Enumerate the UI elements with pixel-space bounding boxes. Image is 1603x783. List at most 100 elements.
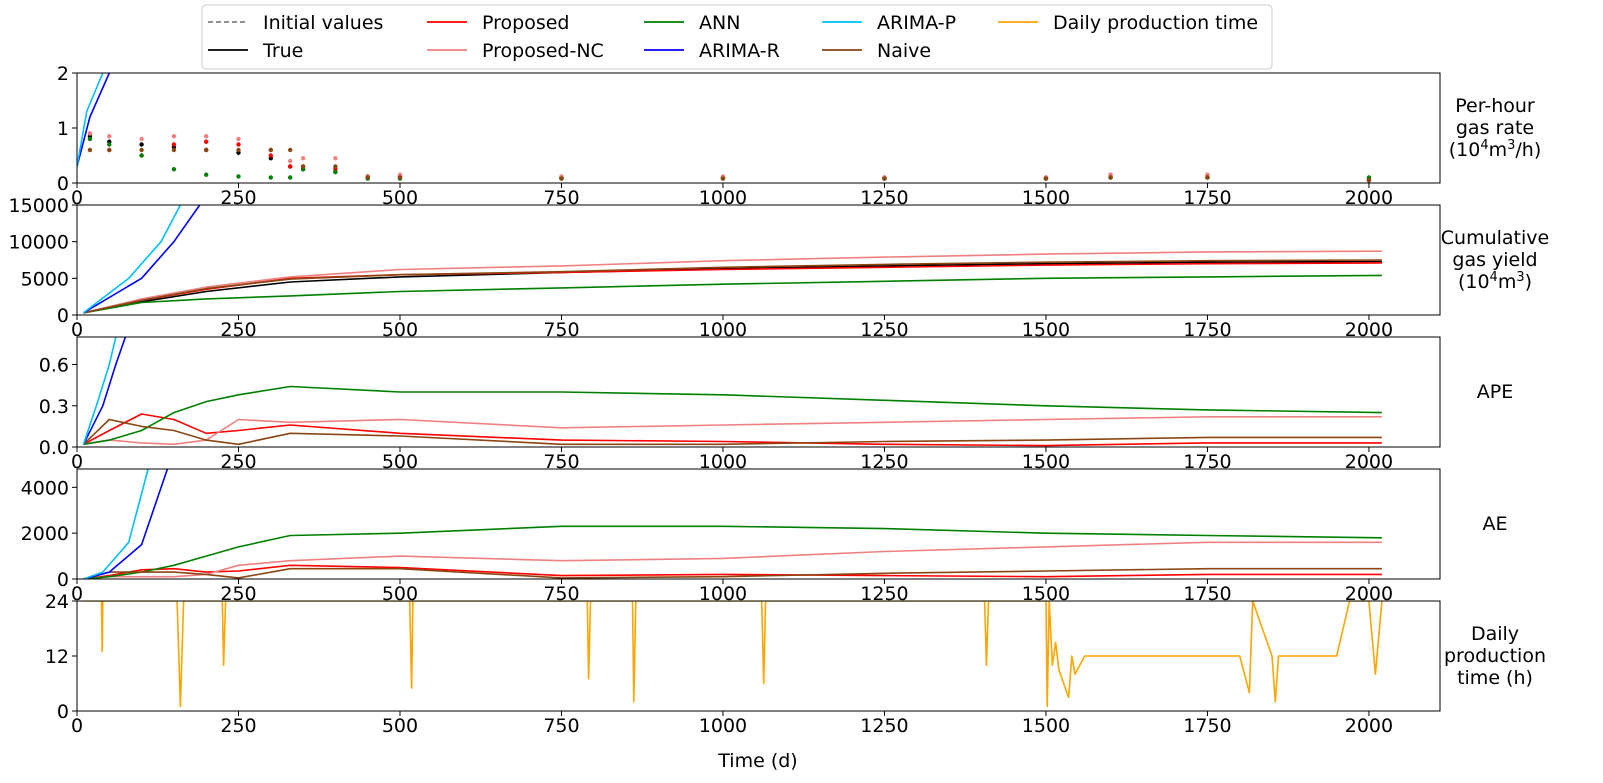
legend-label-ann: ANN — [699, 12, 740, 34]
x-tick-label: 500 — [382, 187, 418, 209]
series-line-naive — [82, 418, 1382, 446]
point-proposed — [203, 139, 209, 144]
y-tick-label: 15000 — [9, 195, 69, 217]
point-naive — [236, 147, 241, 153]
point-ann — [203, 172, 209, 177]
point-naive — [1108, 175, 1113, 180]
panel-2-series — [83, 205, 1382, 314]
y-tick-label: 0 — [57, 701, 69, 723]
legend-label-daily-production-time: Daily production time — [1053, 12, 1258, 34]
legend-label-proposed-nc: Proposed-NC — [482, 40, 604, 62]
y-tick-label: 24 — [45, 591, 69, 613]
point-proposed-nc — [171, 134, 177, 139]
series-line-arima-r — [83, 205, 201, 314]
series-line-proposed — [83, 564, 1382, 579]
point-proposed-nc — [87, 131, 93, 136]
x-tick-label: 2000 — [1345, 451, 1393, 473]
panel-3-series — [82, 337, 1382, 447]
point-proposed-nc — [287, 158, 293, 164]
panel-1-ylabel: (104m3/h) — [1449, 138, 1542, 162]
x-tick-label: 250 — [220, 451, 256, 473]
point-naive — [559, 176, 564, 181]
x-axis-label: Time (d) — [717, 750, 797, 772]
point-proposed — [171, 142, 177, 147]
y-tick-label: 12 — [45, 646, 69, 668]
y-tick-label: 0 — [57, 173, 69, 195]
panel-1: 0 1 2 0 250 500 750 1000 1250 1500 1750 2000 Per-hou… — [57, 63, 1541, 209]
point-naive — [139, 147, 144, 153]
panel-2-frame — [76, 204, 1441, 316]
x-tick-label: 1250 — [860, 583, 908, 605]
series-line-proposed — [83, 413, 1382, 447]
series-line-arima-r — [77, 73, 111, 167]
x-tick-label: 750 — [543, 451, 579, 473]
point-naive — [107, 147, 112, 153]
x-tick-label: 1750 — [1183, 451, 1231, 473]
point-ann — [236, 174, 241, 179]
point-proposed — [268, 153, 273, 158]
x-tick-label: 1000 — [699, 451, 747, 473]
y-tick-label: 4000 — [21, 477, 69, 499]
y-tick-label: 0.0 — [39, 437, 69, 459]
y-tick-label: 10000 — [9, 232, 69, 254]
x-tick-label: 0 — [71, 715, 83, 737]
point-naive — [720, 176, 726, 181]
y-tick-label: 0.6 — [39, 355, 69, 377]
legend: Initial values True Proposed Proposed-NC ANN… — [201, 4, 1273, 70]
panel-2-ylabel: gas yield — [1452, 249, 1537, 271]
point-ann — [107, 142, 112, 147]
point-naive — [1043, 176, 1049, 181]
x-tick-label: 0 — [71, 583, 83, 605]
point-naive — [1205, 175, 1210, 180]
point-proposed-nc — [300, 156, 306, 161]
x-tick-label: 2000 — [1345, 319, 1393, 341]
x-tick-label: 250 — [220, 319, 256, 341]
x-tick-label: 1000 — [699, 187, 747, 209]
point-proposed-nc — [107, 134, 112, 139]
series-line-arima-p — [83, 469, 149, 579]
point-proposed-nc — [333, 156, 338, 161]
x-tick-label: 2000 — [1345, 583, 1393, 605]
point-naive — [300, 164, 306, 169]
x-tick-label: 1750 — [1183, 715, 1231, 737]
x-tick-label: 250 — [220, 583, 256, 605]
point-ann — [268, 175, 273, 180]
panel-5-series — [83, 601, 1383, 708]
point-naive — [87, 147, 93, 153]
panel-3-frame — [76, 336, 1441, 448]
point-proposed — [236, 142, 241, 147]
series-line-proposed-nc — [83, 541, 1382, 579]
y-tick-label: 0.3 — [39, 396, 69, 418]
x-tick-label: 750 — [543, 319, 579, 341]
panel-1-frame — [76, 72, 1441, 184]
series-line-arima-r — [83, 469, 169, 579]
point-naive — [171, 147, 177, 153]
point-naive — [397, 175, 403, 180]
point-proposed-nc — [236, 136, 241, 142]
x-tick-label: 250 — [220, 715, 256, 737]
legend-label-naive: Naive — [877, 40, 931, 62]
point-true — [139, 142, 144, 147]
panel-2-ylabel: Cumulative — [1441, 227, 1549, 249]
series-line-daily-production-time — [83, 601, 1383, 708]
point-proposed-nc — [203, 134, 209, 139]
panel-4: 0 2000 4000 0 250 500 750 1000 1250 1500 1750 2000 A… — [21, 468, 1508, 605]
panel-2-ylabel: (104m3) — [1458, 270, 1532, 294]
panel-3-ylabel: APE — [1477, 381, 1513, 403]
x-tick-label: 1250 — [860, 319, 908, 341]
series-line-proposed-nc — [83, 250, 1382, 314]
y-tick-label: 0 — [57, 305, 69, 327]
x-tick-label: 750 — [543, 187, 579, 209]
x-tick-label: 750 — [543, 583, 579, 605]
panel-4-frame — [76, 468, 1441, 580]
x-tick-label: 1750 — [1183, 583, 1231, 605]
series-line-naive — [83, 259, 1382, 314]
point-ann — [333, 169, 338, 175]
point-naive — [203, 147, 209, 153]
series-line-proposed-nc — [83, 415, 1382, 446]
point-naive — [1366, 178, 1372, 183]
point-naive — [287, 147, 293, 153]
x-tick-label: 0 — [71, 451, 83, 473]
x-tick-label: 1500 — [1022, 583, 1070, 605]
point-ann — [139, 153, 144, 158]
